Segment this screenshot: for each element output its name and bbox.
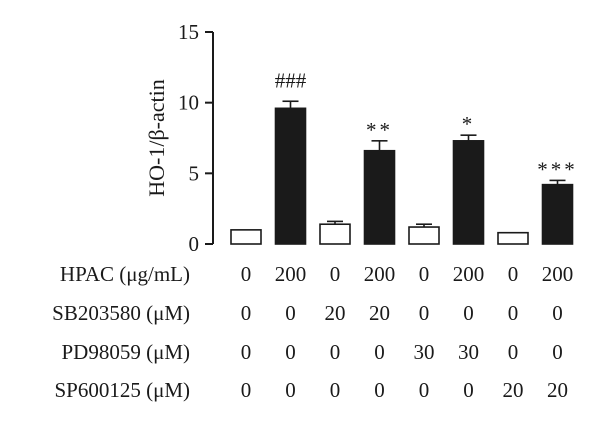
significance-annotations: ###** **** (275, 68, 578, 181)
bar (497, 231, 529, 245)
condition-value: 0 (285, 340, 296, 364)
y-tick-label: 0 (189, 232, 200, 256)
significance-marker: * (462, 112, 476, 136)
condition-value: 0 (330, 378, 341, 402)
y-tick-label: 5 (189, 161, 200, 185)
significance-marker: *** (537, 157, 578, 181)
bar (230, 229, 262, 245)
condition-value: 20 (547, 378, 568, 402)
condition-value: 0 (241, 340, 252, 364)
bar (319, 223, 351, 245)
condition-value: 200 (364, 262, 396, 286)
condition-value: 0 (330, 340, 341, 364)
condition-value: 0 (419, 262, 430, 286)
condition-label: HPAC (μg/mL) (60, 262, 190, 286)
y-tick-label: 15 (178, 20, 199, 44)
y-axis-label: HO-1/β-actin (144, 79, 169, 197)
condition-value: 0 (419, 301, 430, 325)
bar (452, 140, 485, 245)
bar (274, 107, 307, 245)
significance-marker: ### (275, 68, 307, 92)
condition-value: 0 (419, 378, 430, 402)
condition-value: 200 (275, 262, 307, 286)
condition-label: SB203580 (μM) (52, 301, 190, 325)
condition-value: 0 (241, 378, 252, 402)
bar (541, 183, 574, 245)
condition-label: SP600125 (μM) (54, 378, 190, 402)
condition-value: 0 (463, 301, 474, 325)
condition-value: 0 (552, 301, 563, 325)
bar (408, 226, 440, 245)
condition-value: 0 (508, 262, 519, 286)
condition-value: 20 (325, 301, 346, 325)
condition-value: 30 (414, 340, 435, 364)
condition-value: 0 (241, 301, 252, 325)
condition-value: 200 (453, 262, 485, 286)
condition-value: 0 (241, 262, 252, 286)
condition-value: 200 (542, 262, 574, 286)
condition-value: 0 (463, 378, 474, 402)
y-axis: 0 5 10 15 HO-1/β-actin (144, 20, 214, 256)
condition-value: 0 (330, 262, 341, 286)
condition-value: 0 (374, 378, 385, 402)
condition-value: 20 (503, 378, 524, 402)
condition-value: 0 (285, 301, 296, 325)
condition-value: 20 (369, 301, 390, 325)
y-tick-label: 10 (178, 91, 199, 115)
condition-label: PD98059 (μM) (61, 340, 190, 364)
condition-value: 0 (552, 340, 563, 364)
bars (230, 100, 574, 245)
condition-value: 0 (374, 340, 385, 364)
significance-marker: ** (366, 118, 393, 142)
condition-value: 30 (458, 340, 479, 364)
condition-value: 0 (508, 301, 519, 325)
bar (363, 149, 396, 245)
condition-value: 0 (508, 340, 519, 364)
condition-value: 0 (285, 378, 296, 402)
